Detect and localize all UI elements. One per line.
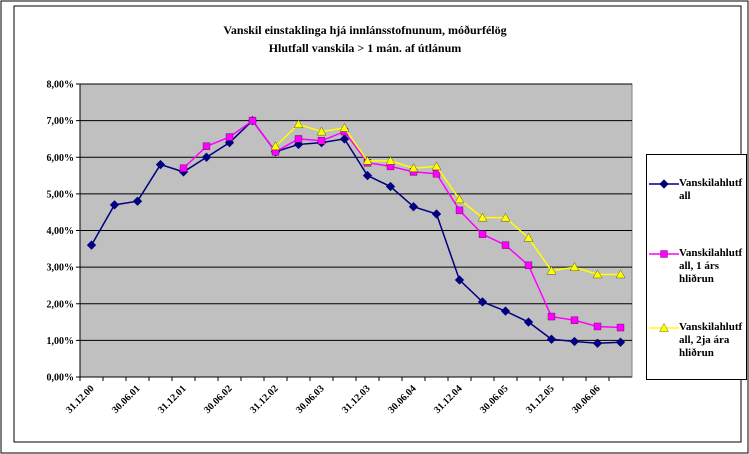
marker <box>270 141 281 150</box>
marker <box>408 201 419 212</box>
marker <box>225 133 234 141</box>
legend-label: Vanskilahlutfall, 1 árs hliðrun <box>679 247 743 285</box>
marker <box>593 322 602 331</box>
marker <box>362 170 373 181</box>
legend: Vanskilahlutfall Vanskilahlutfall, 1 árs … <box>646 154 747 380</box>
legend-label: Vanskilahlutfall, 2ja ára hliðrun <box>679 321 743 359</box>
marker <box>592 269 603 279</box>
marker <box>293 119 304 128</box>
marker <box>569 336 580 347</box>
marker <box>477 212 488 222</box>
marker <box>408 163 419 172</box>
legend-swatch <box>649 250 679 258</box>
marker <box>615 269 626 279</box>
series-line <box>182 119 621 329</box>
marker <box>179 164 188 172</box>
y-tick-label: 8,00% <box>47 80 75 91</box>
marker <box>455 206 464 215</box>
marker <box>523 233 534 242</box>
marker <box>592 338 603 349</box>
marker <box>524 261 533 269</box>
marker <box>500 306 511 316</box>
legend-marker <box>659 179 669 189</box>
legend-marker <box>659 323 669 332</box>
marker <box>155 159 166 170</box>
marker <box>317 137 326 145</box>
series-line <box>274 123 621 276</box>
legend-swatch <box>649 323 679 332</box>
marker <box>477 297 488 307</box>
marker <box>478 230 487 238</box>
legend-swatch <box>649 179 679 189</box>
marker <box>201 152 212 162</box>
series-line <box>90 119 621 345</box>
marker <box>385 181 396 192</box>
marker <box>546 265 557 275</box>
chart-title: Vanskil einstaklinga hjá innlánsstofnunu… <box>223 23 506 37</box>
marker <box>248 116 257 125</box>
marker <box>109 200 120 210</box>
marker <box>294 135 303 143</box>
marker <box>615 337 626 347</box>
marker <box>431 161 442 171</box>
y-tick-label: 2,00% <box>47 299 75 310</box>
marker <box>385 156 396 165</box>
marker <box>86 240 97 250</box>
chart-subtitle: Hlutfall vanskila > 1 mán. af útlánum <box>269 41 462 55</box>
marker <box>547 312 556 321</box>
marker <box>339 123 350 132</box>
marker <box>362 156 373 165</box>
marker <box>546 334 557 344</box>
marker <box>500 212 511 222</box>
y-tick-label: 3,00% <box>47 263 75 274</box>
marker <box>523 317 534 327</box>
y-tick-label: 1,00% <box>47 336 75 347</box>
y-tick-label: 4,00% <box>47 226 75 237</box>
marker <box>570 316 579 324</box>
marker <box>132 196 143 206</box>
marker <box>432 170 441 178</box>
marker <box>501 241 510 249</box>
marker <box>454 194 465 204</box>
marker <box>316 126 327 136</box>
marker <box>454 275 465 285</box>
marker <box>616 323 625 332</box>
marker <box>339 134 350 144</box>
y-tick-label: 5,00% <box>47 189 75 200</box>
y-tick-label: 6,00% <box>47 153 75 164</box>
marker <box>202 142 211 150</box>
y-tick-label: 7,00% <box>47 116 75 127</box>
legend-label: Vanskilahlutfall <box>679 177 743 202</box>
y-tick-label: 0,00% <box>47 373 75 384</box>
marker <box>431 209 442 219</box>
marker <box>569 262 580 271</box>
legend-marker <box>660 250 668 258</box>
